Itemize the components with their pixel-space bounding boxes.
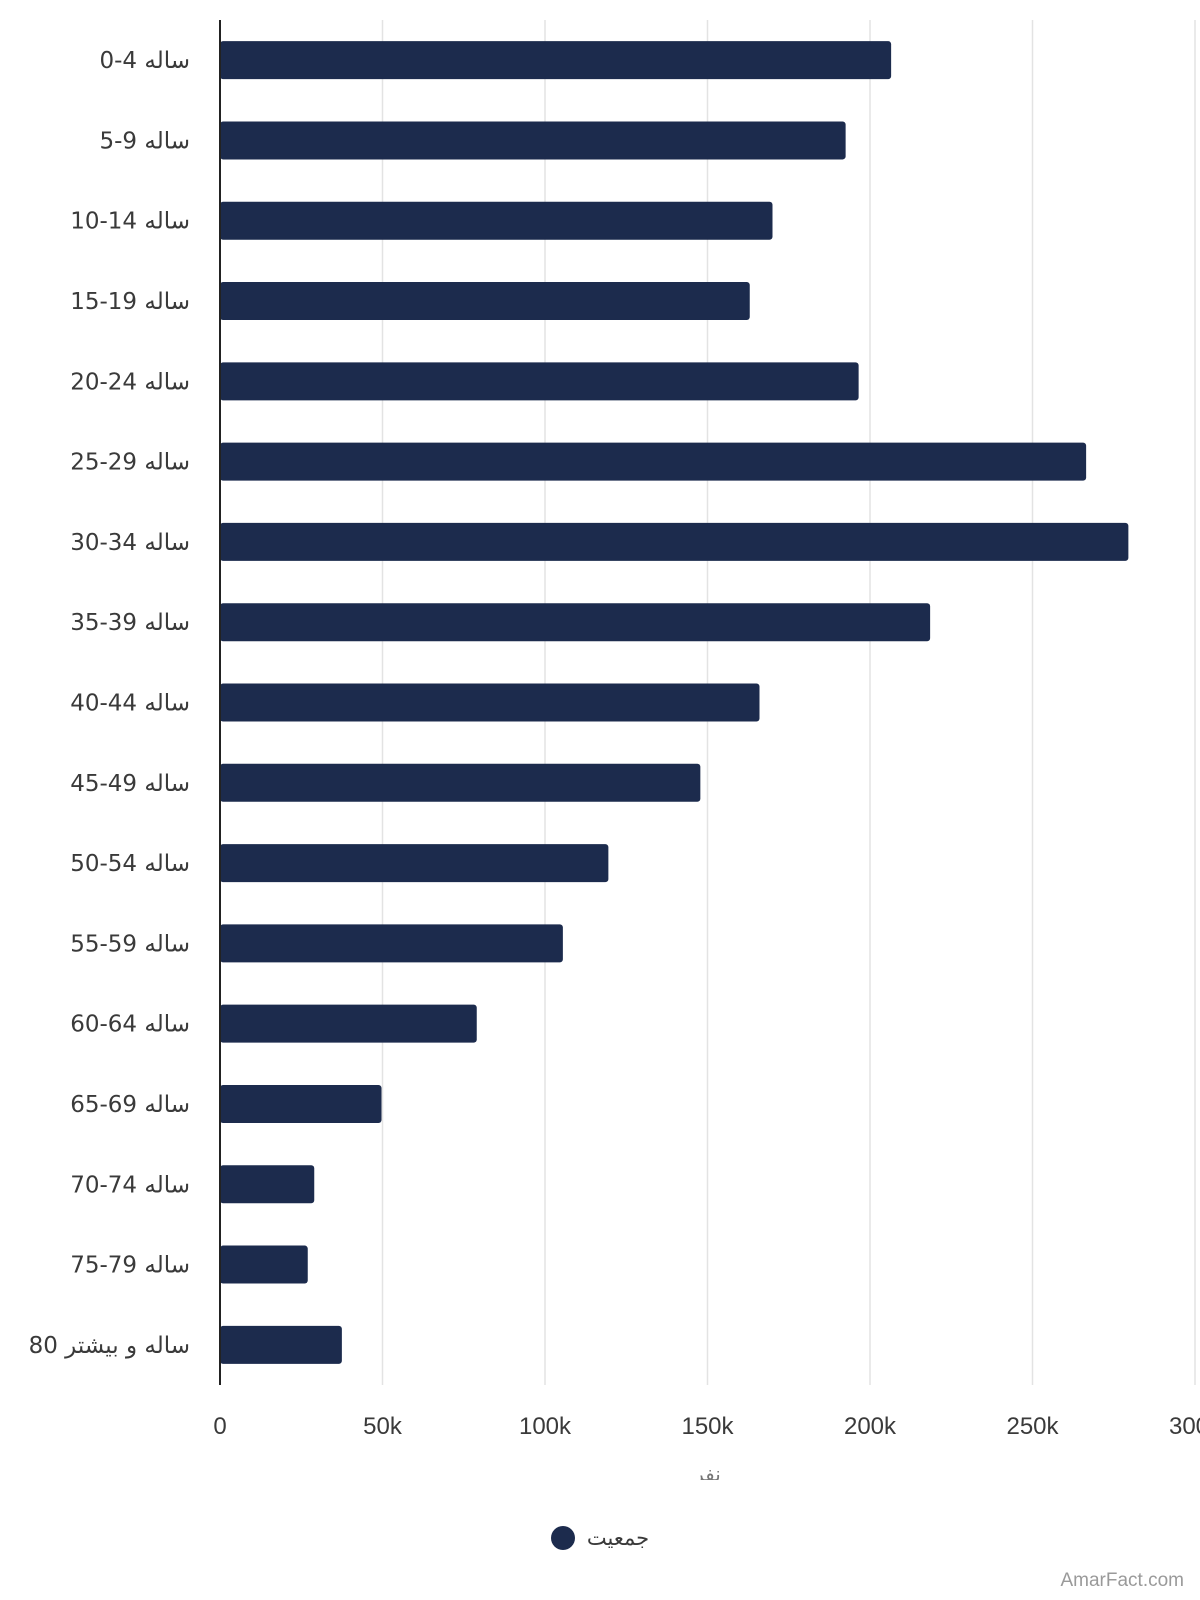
category-label: 40-44 ساله bbox=[70, 691, 190, 717]
bar[interactable] bbox=[220, 442, 1087, 481]
x-tick-label: 0 bbox=[213, 1413, 226, 1440]
watermark: AmarFact.com bbox=[1060, 1570, 1184, 1591]
x-tick-label: 200k bbox=[844, 1413, 897, 1440]
category-label: 25-29 ساله bbox=[70, 450, 190, 476]
x-tick-label: 250k bbox=[1006, 1413, 1059, 1440]
bar[interactable] bbox=[220, 924, 563, 963]
legend-label: جمعیت bbox=[586, 1526, 650, 1550]
category-label: 20-24 ساله bbox=[70, 369, 190, 395]
bar[interactable] bbox=[220, 41, 892, 80]
x-tick-label: 100k bbox=[519, 1413, 572, 1440]
bar[interactable] bbox=[220, 1245, 308, 1284]
category-label: 35-39 ساله bbox=[70, 610, 190, 636]
category-label: 0-4 ساله bbox=[99, 48, 190, 74]
bar-chart: 0 50k 100k 150k 200k 250k 300k 0-4 ساله 5-9 ساله… bbox=[29, 20, 1200, 1480]
bar[interactable] bbox=[220, 362, 859, 401]
bar[interactable] bbox=[220, 522, 1129, 561]
bar[interactable] bbox=[220, 1084, 382, 1123]
category-label: 5-9 ساله bbox=[99, 128, 190, 154]
labels: 0 50k 100k 150k 200k 250k 300k 0-4 ساله 5-9 ساله… bbox=[29, 48, 1200, 1480]
bar[interactable] bbox=[220, 1004, 477, 1043]
category-label: 80 ساله و بیشتر bbox=[29, 1333, 190, 1359]
category-label: 70-74 ساله bbox=[70, 1172, 190, 1198]
category-label: 30-34 ساله bbox=[70, 530, 190, 556]
x-tick-label: 150k bbox=[681, 1413, 734, 1440]
x-tick-label: 300k bbox=[1169, 1413, 1200, 1440]
x-axis-title: نفر bbox=[693, 1462, 721, 1480]
bar[interactable] bbox=[220, 201, 773, 240]
bar[interactable] bbox=[220, 603, 931, 642]
category-label: 10-14 ساله bbox=[70, 209, 190, 235]
category-label: 55-59 ساله bbox=[70, 931, 190, 957]
category-label: 50-54 ساله bbox=[70, 851, 190, 877]
category-label: 75-79 ساله bbox=[70, 1253, 190, 1279]
bar[interactable] bbox=[220, 1165, 315, 1204]
bar[interactable] bbox=[220, 844, 609, 883]
legend-item-population[interactable]: جمعیت bbox=[550, 1526, 650, 1550]
x-tick-label: 50k bbox=[363, 1413, 403, 1440]
legend-swatch bbox=[550, 1526, 575, 1550]
bars bbox=[220, 41, 1129, 1364]
bar[interactable] bbox=[220, 683, 760, 722]
bar[interactable] bbox=[220, 1325, 342, 1364]
bar[interactable] bbox=[220, 282, 750, 321]
category-label: 65-69 ساله bbox=[70, 1092, 190, 1118]
category-label: 45-49 ساله bbox=[70, 771, 190, 797]
bar[interactable] bbox=[220, 763, 701, 802]
bar[interactable] bbox=[220, 121, 846, 160]
legend: جمعیت bbox=[0, 1526, 1200, 1550]
category-label: 15-19 ساله bbox=[70, 289, 190, 315]
category-label: 60-64 ساله bbox=[70, 1012, 190, 1038]
